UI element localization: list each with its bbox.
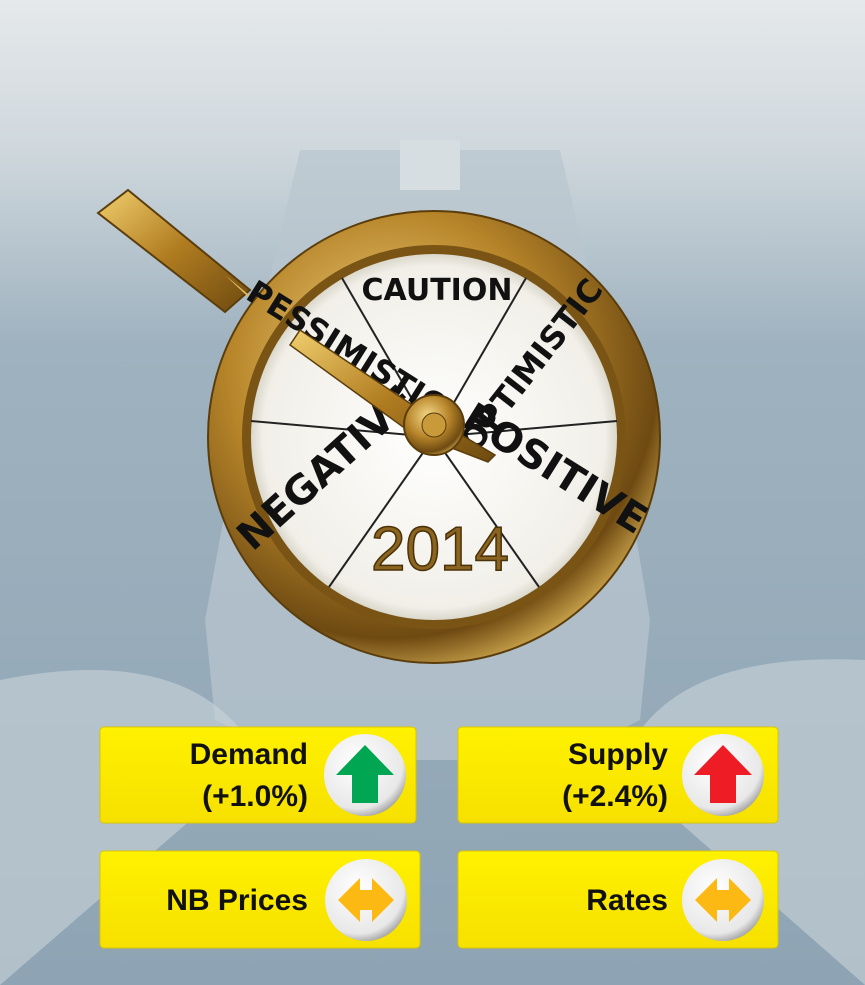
indicator-change: (+1.0%) [202, 780, 308, 813]
arrow-up [694, 745, 752, 803]
indicator: Rates [457, 850, 779, 949]
indicator-label: NB Prices [166, 884, 308, 917]
arrow-up [336, 745, 394, 803]
indicator: Supply (+2.4%) [457, 726, 779, 824]
dial-year: 2014 [371, 515, 509, 584]
indicator: Demand (+1.0%) [99, 726, 417, 824]
indicator: NB Prices [99, 850, 421, 949]
indicator-label: Demand [190, 738, 308, 771]
arrow-sideways [695, 878, 751, 922]
dial-label: CAUTION [362, 273, 513, 308]
dial: CAUTION PESSIMISTIC OPTIMISTIC NEGATIVE … [207, 210, 661, 664]
pivot-cap [421, 412, 447, 438]
indicator-label: Rates [586, 884, 668, 917]
arrow-sideways [338, 878, 394, 922]
ship-bridge [400, 140, 460, 190]
indicator-change: (+2.4%) [562, 780, 668, 813]
indicator-label: Supply [568, 738, 668, 771]
